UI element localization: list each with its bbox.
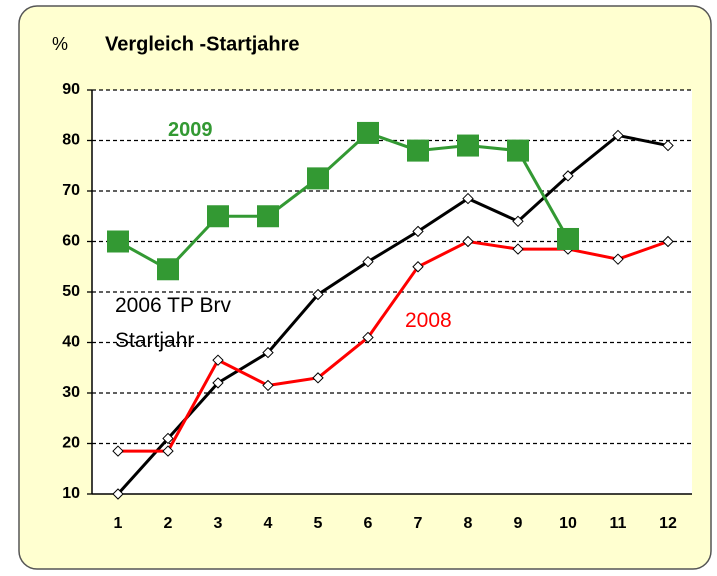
marker <box>362 255 374 268</box>
marker <box>307 167 329 190</box>
marker <box>162 432 174 445</box>
series-line <box>117 131 570 272</box>
marker <box>212 377 224 389</box>
marker <box>107 230 129 253</box>
x-tick-label: 2 <box>164 515 173 532</box>
y-tick-label: 60 <box>62 233 80 250</box>
marker <box>112 488 124 500</box>
marker <box>262 379 274 392</box>
y-tick-label: 40 <box>62 334 80 351</box>
marker <box>312 372 324 384</box>
x-tick-label: 8 <box>464 515 473 532</box>
x-tick-label: 1 <box>114 515 123 532</box>
x-tick-label: 3 <box>214 515 223 532</box>
y-tick-label: 50 <box>62 283 80 300</box>
y-tick-label: 10 <box>62 485 80 502</box>
marker <box>662 235 674 248</box>
x-tick-label: 11 <box>610 515 627 532</box>
marker <box>457 134 479 157</box>
x-tick-label: 7 <box>414 515 423 532</box>
marker <box>507 139 529 162</box>
series-label: 2006 TP Brv Startjahr <box>115 294 231 352</box>
marker <box>262 346 274 359</box>
x-tick-label: 10 <box>559 515 577 532</box>
x-tick-label: 6 <box>364 515 373 532</box>
y-tick-label: 90 <box>62 81 80 98</box>
x-tick-label: 4 <box>264 515 273 532</box>
y-tick-label: 70 <box>62 182 80 199</box>
x-tick-label: 12 <box>659 515 677 532</box>
marker <box>112 445 124 457</box>
series-line <box>116 133 669 496</box>
marker <box>407 139 429 162</box>
series-label: 2009 <box>168 119 213 141</box>
y-tick-label: 30 <box>62 384 80 401</box>
x-tick-label: 5 <box>314 515 323 532</box>
marker <box>462 192 474 205</box>
marker <box>512 215 524 228</box>
marker <box>662 139 674 152</box>
marker <box>412 225 424 238</box>
series-line <box>118 239 669 453</box>
marker <box>562 170 574 182</box>
y-axis-label: % <box>52 34 68 54</box>
chart-title: Vergleich -Startjahre <box>105 33 300 55</box>
marker <box>157 258 179 281</box>
x-tick-label: 9 <box>514 515 523 532</box>
marker <box>212 354 224 366</box>
marker <box>612 253 624 265</box>
marker <box>512 243 524 255</box>
marker <box>357 121 379 144</box>
y-tick-label: 80 <box>62 132 80 149</box>
marker <box>612 129 624 142</box>
marker <box>462 235 474 248</box>
series-label: 2008 <box>405 309 452 332</box>
marker <box>162 445 174 457</box>
marker <box>207 205 229 228</box>
marker <box>257 205 279 228</box>
marker <box>557 227 579 250</box>
marker <box>312 288 324 301</box>
marker <box>412 261 424 273</box>
marker <box>362 331 374 344</box>
y-tick-label: 20 <box>62 435 80 452</box>
